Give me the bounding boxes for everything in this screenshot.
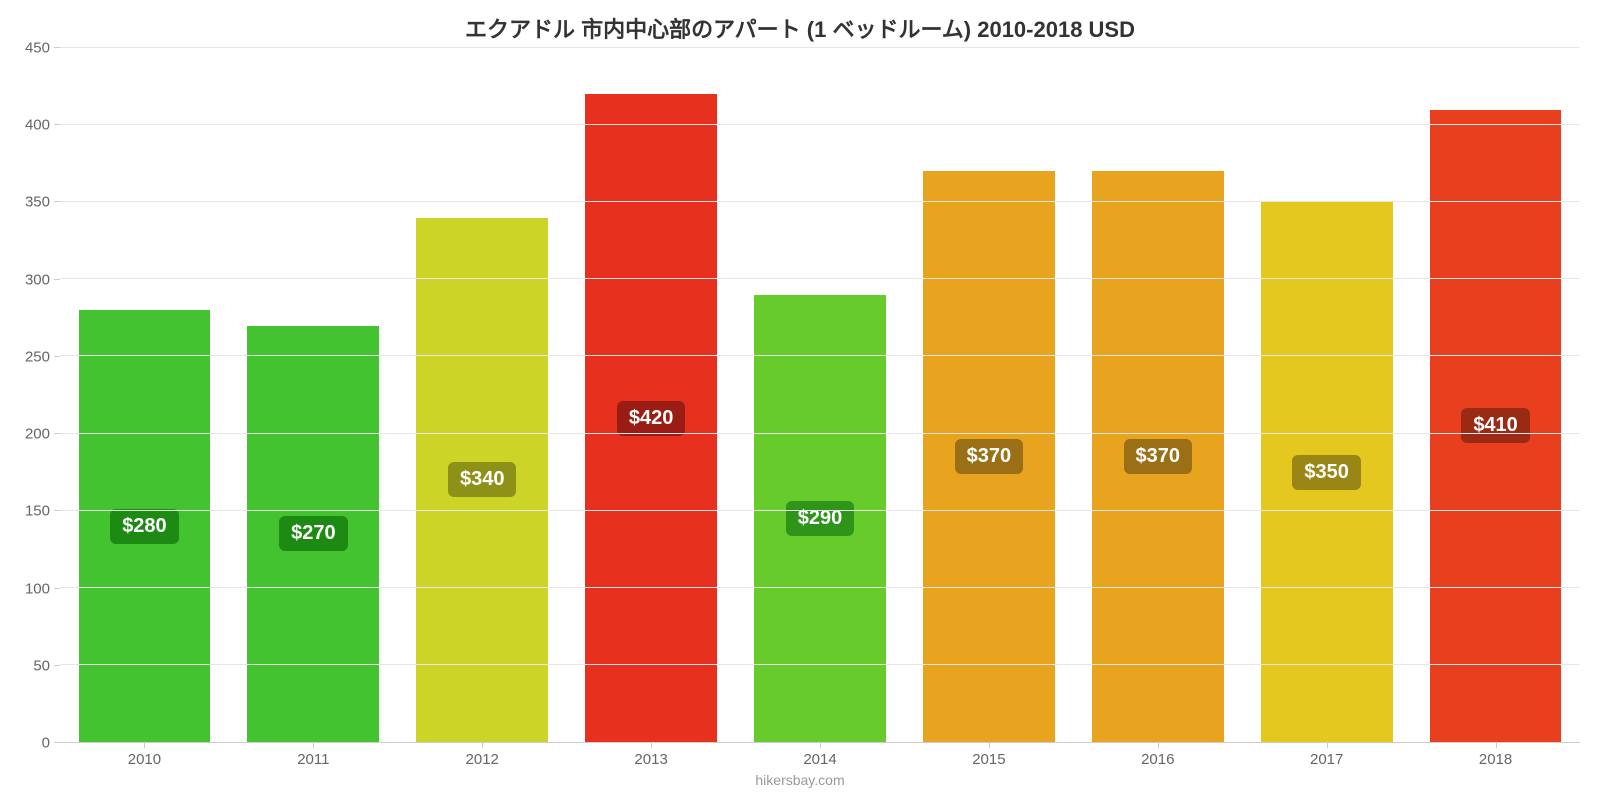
gridline — [60, 664, 1580, 665]
bar-value-label: $290 — [786, 501, 855, 536]
chart-footer: hikersbay.com — [0, 768, 1600, 800]
chart-title: エクアドル 市内中心部のアパート (1 ベッドルーム) 2010-2018 US… — [0, 0, 1600, 48]
x-tick-label: 2013 — [567, 743, 736, 768]
gridline — [60, 510, 1580, 511]
bar-slot: $290 — [736, 48, 905, 742]
bar-value-label: $370 — [1124, 439, 1193, 474]
y-tick-label: 200 — [25, 426, 50, 443]
y-tick-label: 150 — [25, 503, 50, 520]
gridline — [60, 433, 1580, 434]
bar-value-label: $410 — [1461, 408, 1530, 443]
bar: $350 — [1261, 202, 1393, 742]
y-tick-label: 100 — [25, 580, 50, 597]
x-tick-label: 2016 — [1073, 743, 1242, 768]
bar: $270 — [247, 326, 379, 742]
bar: $290 — [754, 295, 886, 742]
gridline — [60, 355, 1580, 356]
bar-value-label: $420 — [617, 401, 686, 436]
y-axis: 050100150200250300350400450 — [0, 48, 60, 743]
x-tick-label: 2014 — [736, 743, 905, 768]
x-tick-label: 2015 — [904, 743, 1073, 768]
gridline — [60, 47, 1580, 48]
bar-slot: $280 — [60, 48, 229, 742]
x-tick-label: 2012 — [398, 743, 567, 768]
y-tick-label: 400 — [25, 117, 50, 134]
bar: $420 — [585, 94, 717, 742]
bar-slot: $340 — [398, 48, 567, 742]
x-tick-label: 2018 — [1411, 743, 1580, 768]
bar-value-label: $370 — [955, 439, 1024, 474]
x-tick-label: 2010 — [60, 743, 229, 768]
y-tick-label: 450 — [25, 40, 50, 57]
y-tick-label: 250 — [25, 348, 50, 365]
x-axis: 201020112012201320142015201620172018 — [0, 743, 1600, 768]
x-tick-label: 2011 — [229, 743, 398, 768]
plot-area: $280 $270 $340 $420 $290 $370 $370 $350 $410 — [60, 48, 1580, 743]
bar-value-label: $340 — [448, 462, 517, 497]
gridline — [60, 587, 1580, 588]
gridline — [60, 278, 1580, 279]
bar: $410 — [1430, 110, 1562, 742]
bar: $370 — [923, 171, 1055, 742]
bar-slot: $410 — [1411, 48, 1580, 742]
bar-slot: $420 — [567, 48, 736, 742]
bar-chart: エクアドル 市内中心部のアパート (1 ベッドルーム) 2010-2018 US… — [0, 0, 1600, 800]
bar-value-label: $280 — [110, 509, 179, 544]
bars-group: $280 $270 $340 $420 $290 $370 $370 $350 $410 — [60, 48, 1580, 742]
bar-slot: $270 — [229, 48, 398, 742]
y-tick-label: 300 — [25, 271, 50, 288]
y-tick-label: 350 — [25, 194, 50, 211]
y-tick-label: 0 — [42, 735, 50, 752]
y-tick-label: 50 — [33, 657, 50, 674]
bar: $370 — [1092, 171, 1224, 742]
gridline — [60, 124, 1580, 125]
bar-slot: $370 — [1073, 48, 1242, 742]
x-tick-label: 2017 — [1242, 743, 1411, 768]
bar-value-label: $350 — [1292, 455, 1361, 490]
gridline — [60, 201, 1580, 202]
bar: $280 — [79, 310, 211, 742]
bar-slot: $350 — [1242, 48, 1411, 742]
plot-wrapper: 050100150200250300350400450 $280$270$340… — [0, 48, 1600, 743]
bar-slot: $370 — [904, 48, 1073, 742]
bar-value-label: $270 — [279, 516, 348, 551]
